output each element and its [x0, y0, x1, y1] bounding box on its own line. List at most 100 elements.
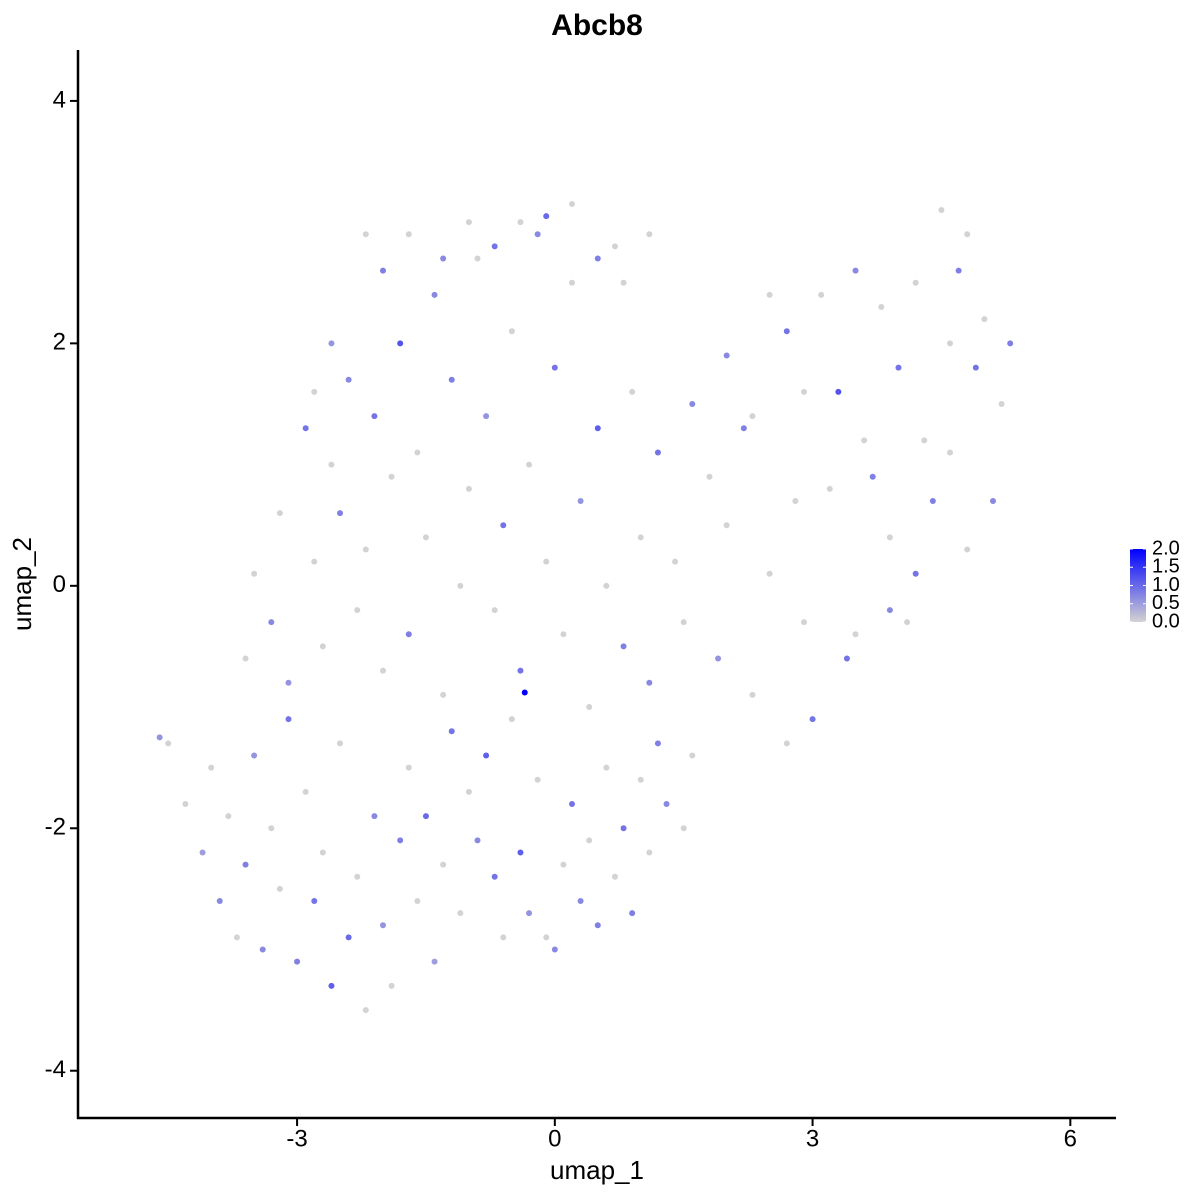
point: [749, 413, 756, 420]
point: [886, 534, 893, 541]
point: [783, 328, 790, 335]
point: [947, 340, 954, 347]
point: [380, 667, 386, 674]
point: [405, 631, 412, 638]
point: [483, 413, 490, 420]
point: [646, 679, 653, 686]
point: [672, 558, 679, 565]
point: [929, 497, 936, 504]
point: [800, 388, 807, 395]
point: [233, 934, 240, 941]
point: [629, 910, 636, 917]
point: [491, 607, 498, 614]
point: [766, 291, 773, 298]
point: [586, 837, 593, 844]
y-tick-label: 0: [53, 571, 66, 598]
point: [440, 691, 447, 698]
point: [465, 219, 472, 226]
point: [869, 473, 876, 480]
point: [388, 982, 395, 989]
point: [543, 934, 550, 941]
point: [964, 546, 971, 553]
colorbar-label: 1.0: [1152, 574, 1180, 596]
point: [526, 461, 533, 468]
colorbar-label: 2.0: [1152, 537, 1180, 559]
point: [654, 449, 661, 456]
point: [654, 740, 661, 747]
y-tick-label: 2: [53, 329, 66, 356]
point: [259, 946, 266, 953]
point: [594, 922, 601, 929]
colorbar-label: 0.5: [1152, 592, 1180, 614]
point: [818, 291, 825, 298]
point: [474, 837, 481, 844]
point: [354, 873, 361, 880]
point: [508, 328, 515, 335]
point: [603, 764, 610, 771]
point: [440, 255, 447, 262]
point: [843, 655, 850, 662]
y-tick-label: 4: [53, 86, 66, 113]
point: [500, 522, 507, 529]
point: [629, 388, 636, 395]
point: [371, 413, 378, 420]
point: [431, 291, 438, 298]
point: [800, 619, 807, 626]
point: [380, 267, 386, 274]
point: [637, 534, 644, 541]
point: [268, 619, 275, 626]
point: [328, 461, 335, 468]
point: [886, 607, 893, 614]
point: [276, 510, 283, 517]
point: [569, 279, 576, 286]
point: [165, 740, 172, 747]
point: [826, 485, 833, 492]
point: [551, 946, 558, 953]
point: [611, 873, 618, 880]
point: [569, 801, 576, 808]
point: [362, 546, 369, 553]
point: [285, 679, 292, 686]
point: [440, 861, 447, 868]
point: [345, 934, 352, 941]
point: [723, 522, 730, 529]
point: [955, 267, 962, 274]
point: [302, 425, 309, 432]
point: [362, 1007, 369, 1014]
point: [852, 267, 859, 274]
point: [766, 570, 773, 577]
x-axis-label: umap_1: [550, 1155, 644, 1185]
point: [517, 219, 524, 226]
point: [405, 231, 412, 238]
point: [414, 449, 421, 456]
point: [878, 303, 885, 310]
point: [268, 825, 275, 832]
point: [534, 776, 541, 783]
point: [1007, 340, 1014, 347]
point: [689, 752, 696, 759]
point: [337, 740, 344, 747]
point: [337, 510, 344, 517]
point: [972, 364, 979, 371]
x-tick-label: 0: [548, 1125, 561, 1152]
point: [457, 582, 464, 589]
point: [362, 231, 369, 238]
point: [904, 619, 911, 626]
point: [620, 825, 627, 832]
point: [457, 910, 464, 917]
point: [646, 849, 653, 856]
point: [311, 388, 318, 395]
point: [577, 497, 584, 504]
point: [311, 558, 318, 565]
point: [156, 734, 163, 741]
point: [715, 655, 722, 662]
point: [354, 607, 361, 614]
point: [319, 849, 326, 856]
point: [251, 570, 258, 577]
point: [388, 473, 395, 480]
point: [706, 473, 713, 480]
point: [242, 655, 249, 662]
point: [861, 437, 868, 444]
point: [328, 982, 335, 989]
